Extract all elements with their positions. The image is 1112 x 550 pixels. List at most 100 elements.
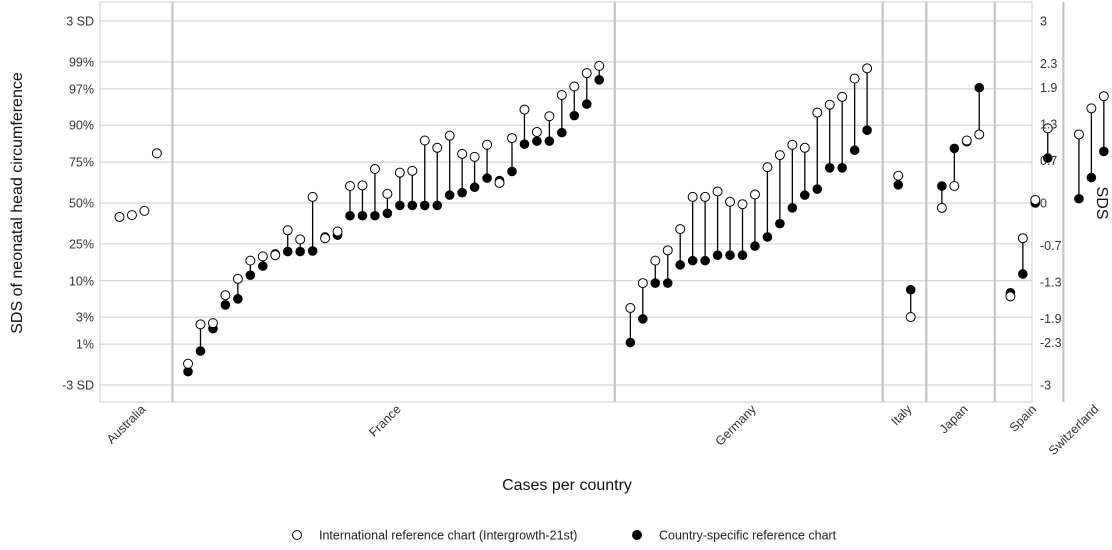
country-specific-point <box>787 203 798 213</box>
international-point <box>569 81 580 92</box>
country-specific-point <box>638 314 648 324</box>
international-point <box>151 148 162 159</box>
international-point <box>494 177 505 188</box>
x-ticks: Australia France Germany Italy Japan Spain Swi… <box>104 402 1102 458</box>
y-axis-title-left: SDS of neonatal head circumference <box>9 72 26 334</box>
international-point <box>1005 291 1016 302</box>
country-specific-point <box>345 210 355 221</box>
international-point <box>295 234 306 245</box>
y-tick-label-right: 1.9 <box>1040 81 1057 95</box>
country-specific-point <box>905 284 916 295</box>
international-point <box>126 210 137 221</box>
y-tick-label-right: -1.3 <box>1040 275 1062 289</box>
international-point <box>544 111 555 122</box>
country-specific-point <box>849 145 860 156</box>
international-point <box>307 191 318 202</box>
country-specific-point <box>1018 269 1028 279</box>
legend-marker-international <box>292 530 302 540</box>
international-point <box>637 278 648 289</box>
international-point <box>183 358 194 369</box>
country-specific-point <box>444 190 455 200</box>
international-point <box>849 73 860 84</box>
international-point <box>419 135 430 146</box>
international-point <box>1086 103 1097 114</box>
country-specific-point <box>245 270 256 280</box>
legend-label-country-specific: Country-specific reference chart <box>659 529 837 543</box>
international-point <box>556 90 567 101</box>
international-point <box>936 202 947 213</box>
international-point <box>862 63 873 74</box>
country-specific-point <box>1074 193 1084 204</box>
y-tick-label-left: 90% <box>69 119 94 133</box>
country-specific-point <box>257 261 268 271</box>
international-point <box>1073 129 1084 140</box>
country-specific-point <box>812 184 823 194</box>
country-specific-point <box>382 208 393 219</box>
international-point <box>737 199 748 210</box>
y-tick-label-left: 3% <box>76 311 94 325</box>
country-specific-point <box>893 179 904 190</box>
country-specific-point <box>862 125 872 135</box>
y-tick-label-left: 75% <box>69 156 94 170</box>
country-specific-point <box>482 173 492 183</box>
international-point <box>114 211 125 222</box>
country-specific-point <box>370 210 380 221</box>
legend: International reference chart (Intergrow… <box>292 529 837 543</box>
international-point <box>799 142 810 153</box>
country-specific-point <box>469 182 480 193</box>
international-point <box>270 250 281 261</box>
country-specific-point <box>1086 172 1097 183</box>
y-tick-label-left: 99% <box>69 55 94 69</box>
international-point <box>357 180 368 191</box>
y-tick-label-right: 0 <box>1040 197 1047 211</box>
country-specific-point <box>507 166 517 177</box>
international-point <box>519 104 530 115</box>
country-specific-point <box>824 163 835 173</box>
country-specific-point <box>687 255 698 266</box>
country-specific-point <box>1099 146 1109 157</box>
country-specific-point <box>532 136 542 146</box>
international-point <box>432 142 443 153</box>
international-point <box>774 150 785 161</box>
y-tick-label-right: 3 <box>1040 14 1047 28</box>
y-tick-label-right: 1.3 <box>1040 118 1057 132</box>
international-point <box>625 302 636 313</box>
international-point <box>394 167 405 178</box>
international-point <box>482 139 493 150</box>
country-specific-point <box>357 210 368 221</box>
international-point <box>974 129 985 140</box>
y-tick-label-right: 0.7 <box>1040 154 1057 168</box>
country-specific-point <box>974 82 985 93</box>
international-point <box>581 68 592 79</box>
x-axis-title: Cases per country <box>502 477 632 494</box>
international-point <box>949 181 960 192</box>
country-specific-point <box>569 110 580 121</box>
country-specific-point <box>457 187 467 198</box>
country-specific-point <box>282 246 293 257</box>
international-point <box>837 91 848 102</box>
y-tick-label-right: -3 <box>1040 379 1051 393</box>
country-specific-point <box>949 143 960 154</box>
y-tick-label-left: 1% <box>76 338 94 352</box>
country-specific-point <box>737 250 748 260</box>
x-tick-label-japan: Japan <box>937 402 971 436</box>
country-specific-point <box>712 250 723 260</box>
y-tick-label-left: 3 SD <box>66 14 94 28</box>
gridlines <box>100 20 1032 386</box>
international-point <box>1098 91 1109 102</box>
international-point <box>195 319 206 330</box>
international-point <box>506 133 517 144</box>
case-connectors <box>187 65 1105 372</box>
country-specific-point <box>594 75 605 85</box>
country-specific-point <box>700 255 710 266</box>
international-point <box>531 127 542 138</box>
international-point <box>762 162 773 173</box>
country-specific-point <box>775 218 785 229</box>
international-point <box>332 226 343 237</box>
country-specific-point <box>307 246 318 256</box>
international-point <box>369 164 380 175</box>
country-specific-point <box>519 139 530 149</box>
y-ticks-left: -3 SD 1% 3% 10% 25% 50% 75% 90% 97% 99% 3 SD <box>62 14 94 392</box>
international-point <box>207 318 218 329</box>
